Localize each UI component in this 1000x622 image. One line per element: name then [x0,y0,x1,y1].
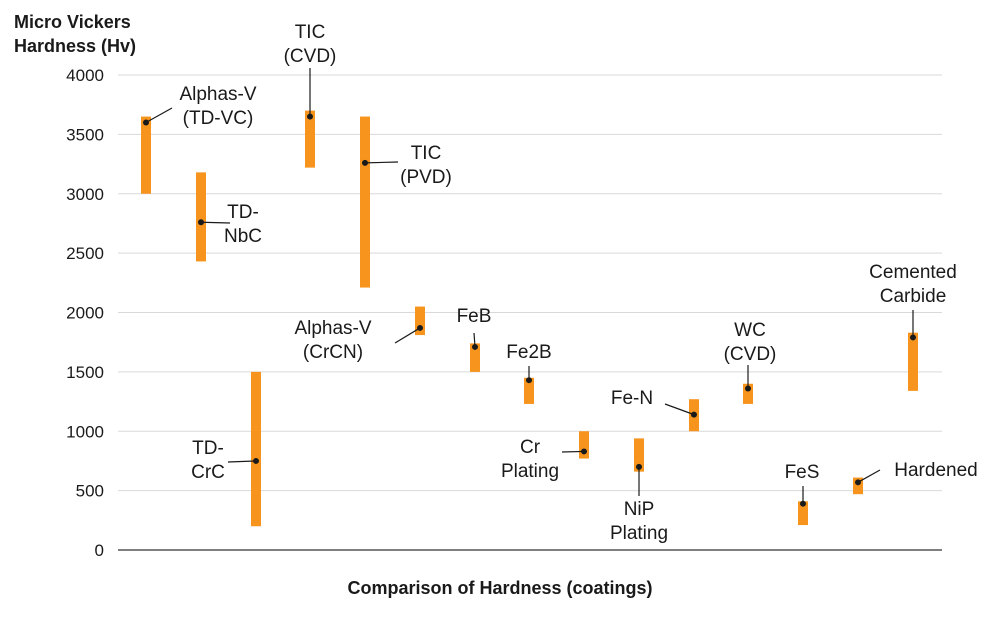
y-tick-label: 1000 [66,422,104,441]
bar-label: TIC [295,22,326,43]
bar-label: Fe-N [611,388,653,409]
range-bar [141,116,151,194]
bar-label: TD- [192,438,224,459]
bar-label: (PVD) [400,167,452,188]
bar-label: Carbide [880,286,947,307]
range-bar [908,332,918,391]
value-dot [800,500,806,507]
value-dot [417,324,423,331]
bar-label: FeB [457,306,492,327]
range-bar [743,383,753,404]
bar-label: NiP [624,499,655,520]
y-tick-label: 3000 [66,185,104,204]
value-dot [526,377,532,384]
range-bar [579,431,589,459]
y-tick-label: 0 [95,541,104,560]
y-axis-title-line-2: Hardness (Hv) [14,36,137,56]
leader-line [145,107,173,124]
bar-label: WC [734,320,766,341]
bar-label: TIC [411,143,442,164]
y-tick-labels: 0 500 1000 1500 2000 2500 3000 3500 4000 [66,66,104,560]
range-bar [251,371,261,527]
bar-label: Hardened [894,460,977,481]
value-dot [253,457,259,464]
value-dot [745,385,751,392]
y-tick-label: 1500 [66,363,104,382]
x-axis-title: Comparison of Hardness (coatings) [347,578,653,598]
range-bar [196,172,206,262]
y-axis-title: Micro Vickers Hardness (Hv) [14,10,136,58]
bar-label: TD- [227,202,259,223]
leader-line [857,469,881,483]
value-dot [910,334,916,341]
range-bar [305,110,315,168]
value-dot [581,448,587,455]
range-bar [798,501,808,526]
y-tick-label: 2500 [66,244,104,263]
range-bar [415,306,425,336]
range-bar [634,438,644,472]
leader-line [364,161,399,164]
bar-labels: Alphas-V (TD-VC) TD- NbC TD- CrC TIC (CVD) TIC (P… [179,22,977,544]
y-tick-label: 3500 [66,125,104,144]
y-axis-title-line-1: Micro Vickers [14,12,131,32]
leader-line [394,327,421,344]
bar-label: (CrCN) [303,342,363,363]
range-bar [360,116,370,288]
bar-label: Plating [610,523,668,544]
value-dot [472,343,478,350]
y-tick-label: 2000 [66,304,104,323]
value-dot [855,479,861,486]
value-dot [636,463,642,470]
bar-label: NbC [224,226,262,247]
bar-label: Alphas-V [294,318,371,339]
bar-label: Cemented [869,262,957,283]
bar-label: Plating [501,461,559,482]
leader-line [664,403,695,416]
bar-label: (CVD) [284,46,337,67]
range-bar [470,343,480,372]
value-dot [362,159,368,166]
value-dot [691,411,697,418]
range-bar [524,377,534,404]
range-bar [853,477,863,495]
leader-line [200,221,231,224]
bar-label: Cr [520,437,541,458]
bar-label: Fe2B [506,342,551,363]
range-bars [141,68,918,527]
value-dot [307,113,313,120]
leader-line [561,450,585,453]
bar-label: Alphas-V [179,84,256,105]
y-tick-label: 4000 [66,66,104,85]
bar-label: (TD-VC) [183,108,254,129]
value-dot [198,219,204,226]
bar-label: FeS [785,462,820,483]
value-dot [143,119,149,126]
y-tick-label: 500 [76,482,104,501]
bar-label: CrC [191,462,225,483]
leader-line [227,460,257,463]
bar-label: (CVD) [724,344,777,365]
